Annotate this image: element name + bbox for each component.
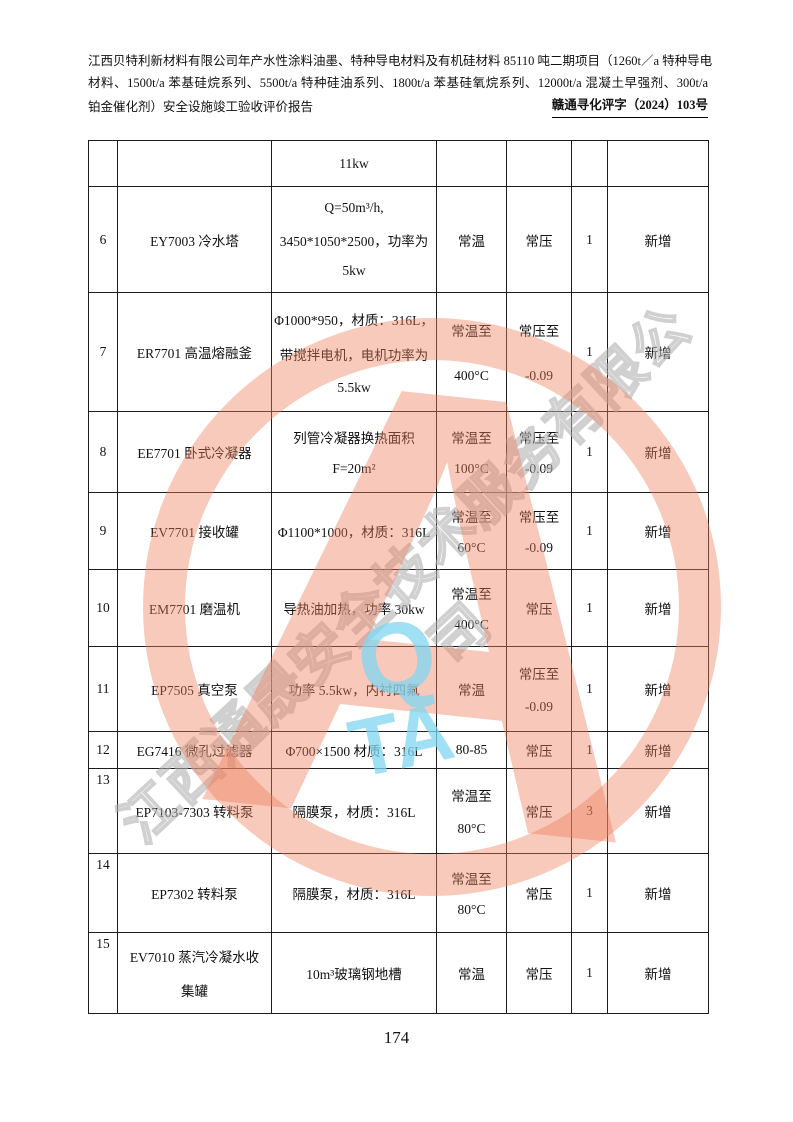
pressure-cell: 常压至 -0.09 — [506, 411, 572, 493]
table-row: 9 EV7701 接收罐 Φ1100*1000，材质：316L 常温至 60°C 常压至 -… — [88, 492, 709, 570]
spec-cell: Q=50m³/h, 3450*1050*2500，功率为 5kw — [271, 186, 437, 293]
row-number-cell: 8 — [88, 411, 118, 493]
temperature-cell: 常温至 100°C — [436, 411, 507, 493]
table-row: 11kw — [88, 140, 709, 187]
status-cell: 新增 — [607, 292, 709, 412]
equipment-name-cell: EV7701 接收罐 — [117, 492, 272, 570]
spec-cell: 导热油加热，功率 30kw — [271, 569, 437, 647]
quantity-cell: 1 — [571, 186, 608, 293]
header-title-line-3: 铂金催化剂）安全设施竣工验收评价报告 — [88, 100, 314, 114]
status-cell: 新增 — [607, 731, 709, 769]
row-number-cell: 13 — [88, 768, 118, 854]
pressure-cell: 常压 — [506, 768, 572, 854]
spec-cell: 列管冷凝器换热面积 F=20m² — [271, 411, 437, 493]
row-number-cell: 11 — [88, 646, 118, 732]
header-title-line-1: 江西贝特利新材料有限公司年产水性涂料油墨、特种导电材料及有机硅材料 85110 … — [88, 54, 713, 68]
quantity-cell: 1 — [571, 646, 608, 732]
status-cell: 新增 — [607, 569, 709, 647]
quantity-cell: 1 — [571, 853, 608, 933]
pressure-cell: 常压 — [506, 731, 572, 769]
status-cell: 新增 — [607, 932, 709, 1014]
row-number-cell: 15 — [88, 932, 118, 1014]
quantity-cell: 1 — [571, 731, 608, 769]
equipment-name-cell: ER7701 高温熔融釜 — [117, 292, 272, 412]
status-cell: 新增 — [607, 853, 709, 933]
pressure-cell: 常压 — [506, 932, 572, 1014]
quantity-cell: 1 — [571, 932, 608, 1014]
header-title-line-2: 材料、1500t/a 苯基硅烷系列、5500t/a 特种硅油系列、1800t/a… — [88, 76, 708, 90]
temperature-cell — [436, 140, 507, 187]
pressure-cell: 常压 — [506, 186, 572, 293]
temperature-cell: 常温 — [436, 932, 507, 1014]
equipment-name-cell: EG7416 微孔过滤器 — [117, 731, 272, 769]
row-number-cell: 10 — [88, 569, 118, 647]
temperature-cell: 常温 — [436, 186, 507, 293]
pressure-cell: 常压至 -0.09 — [506, 292, 572, 412]
equipment-name-cell: EM7701 磨温机 — [117, 569, 272, 647]
status-cell: 新增 — [607, 411, 709, 493]
spec-cell: 隔膜泵，材质：316L — [271, 853, 437, 933]
spec-cell: Φ1100*1000，材质：316L — [271, 492, 437, 570]
spec-cell: 11kw — [271, 140, 437, 187]
equipment-name-cell: EP7302 转料泵 — [117, 853, 272, 933]
pressure-cell: 常压 — [506, 853, 572, 933]
equipment-name-cell — [117, 140, 272, 187]
spec-cell: 10m³玻璃钢地槽 — [271, 932, 437, 1014]
page-header: 江西贝特利新材料有限公司年产水性涂料油墨、特种导电材料及有机硅材料 85110 … — [88, 50, 713, 118]
temperature-cell: 常温至 80°C — [436, 853, 507, 933]
table-row: 15 EV7010 蒸汽冷凝水收 集罐 10m³玻璃钢地槽 常温 常压 1 新增 — [88, 932, 709, 1014]
quantity-cell: 1 — [571, 569, 608, 647]
table-row: 7 ER7701 高温熔融釜 Φ1000*950，材质：316L， 带搅拌电机，电机功… — [88, 292, 709, 412]
equipment-name-cell: EY7003 冷水塔 — [117, 186, 272, 293]
page-number: 174 — [383, 1028, 410, 1047]
table-row: 6 EY7003 冷水塔 Q=50m³/h, 3450*1050*2500，功率为 5k… — [88, 186, 709, 293]
temperature-cell: 80-85 — [436, 731, 507, 769]
table-row: 8 EE7701 卧式冷凝器 列管冷凝器换热面积 F=20m² 常温至 100°C 常压至 -… — [88, 411, 709, 493]
table-row: 13 EP7103-7303 转料泵 隔膜泵，材质：316L 常温至 80°C 常压 3 新增 — [88, 768, 709, 854]
row-number-cell: 9 — [88, 492, 118, 570]
spec-cell: Φ1000*950，材质：316L， 带搅拌电机，电机功率为 5.5kw — [271, 292, 437, 412]
equipment-table-wrap: 11kw 6 EY7003 冷水塔 Q=50m³/h, 3450*1050*2500，功… — [88, 140, 709, 1014]
status-cell: 新增 — [607, 646, 709, 732]
status-cell: 新增 — [607, 492, 709, 570]
pressure-cell: 常压 — [506, 569, 572, 647]
table-row: 12 EG7416 微孔过滤器 Φ700×1500 材质：316L 80-85 常压 1 新… — [88, 731, 709, 769]
temperature-cell: 常温至 400°C — [436, 292, 507, 412]
document-number: 赣通寻化评字（2024）103号 — [551, 94, 708, 118]
spec-cell: 隔膜泵，材质：316L — [271, 768, 437, 854]
row-number-cell — [88, 140, 118, 187]
quantity-cell: 1 — [571, 292, 608, 412]
status-cell: 新增 — [607, 186, 709, 293]
temperature-cell: 常温至 60°C — [436, 492, 507, 570]
status-cell — [607, 140, 709, 187]
equipment-name-cell: EE7701 卧式冷凝器 — [117, 411, 272, 493]
row-number-cell: 14 — [88, 853, 118, 933]
status-cell: 新增 — [607, 768, 709, 854]
spec-cell: Φ700×1500 材质：316L — [271, 731, 437, 769]
equipment-name-cell: EV7010 蒸汽冷凝水收 集罐 — [117, 932, 272, 1014]
quantity-cell: 3 — [571, 768, 608, 854]
table-row: 14 EP7302 转料泵 隔膜泵，材质：316L 常温至 80°C 常压 1 新增 — [88, 853, 709, 933]
quantity-cell: 1 — [571, 411, 608, 493]
equipment-name-cell: EP7103-7303 转料泵 — [117, 768, 272, 854]
pressure-cell: 常压至 -0.09 — [506, 646, 572, 732]
temperature-cell: 常温至 80°C — [436, 768, 507, 854]
quantity-cell: 1 — [571, 492, 608, 570]
pressure-cell — [506, 140, 572, 187]
table-row: 10 EM7701 磨温机 导热油加热，功率 30kw 常温至 400°C 常压 1 新增 — [88, 569, 709, 647]
row-number-cell: 12 — [88, 731, 118, 769]
row-number-cell: 7 — [88, 292, 118, 412]
table-row: 11 EP7505 真空泵 功率 5.5kw，内衬四氟 常温 常压至 -0.09 1 新增 — [88, 646, 709, 732]
quantity-cell — [571, 140, 608, 187]
temperature-cell: 常温 — [436, 646, 507, 732]
temperature-cell: 常温至 400°C — [436, 569, 507, 647]
row-number-cell: 6 — [88, 186, 118, 293]
pressure-cell: 常压至 -0.09 — [506, 492, 572, 570]
equipment-name-cell: EP7505 真空泵 — [117, 646, 272, 732]
spec-cell: 功率 5.5kw，内衬四氟 — [271, 646, 437, 732]
equipment-table: 11kw 6 EY7003 冷水塔 Q=50m³/h, 3450*1050*2500，功… — [88, 140, 709, 1014]
